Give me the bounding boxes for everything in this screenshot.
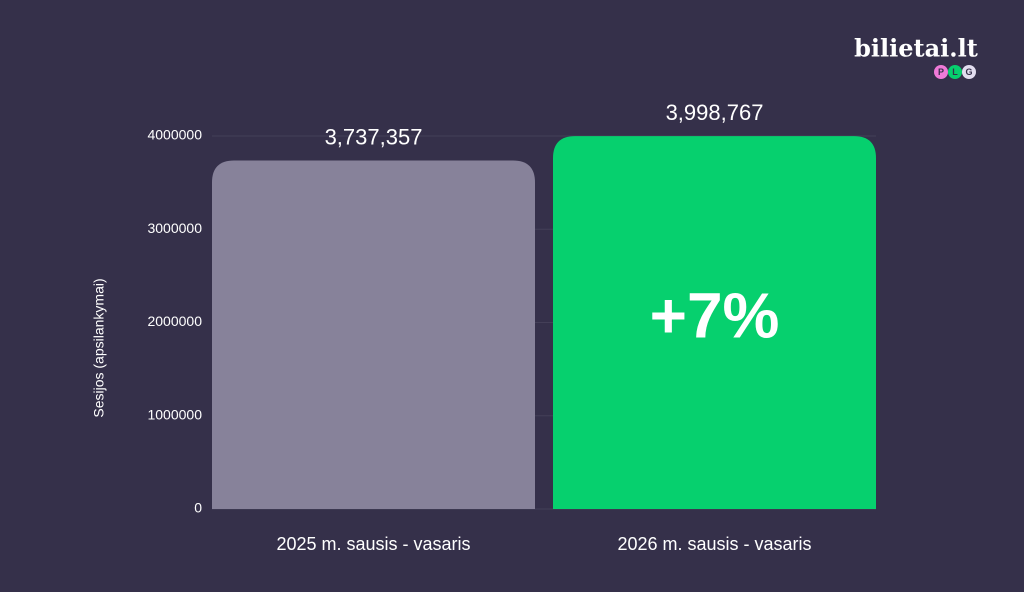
y-tick-label: 4000000	[147, 127, 202, 143]
brand-badge-letter: G	[965, 67, 972, 77]
brand-name: bilietai.lt	[854, 34, 978, 63]
brand-badge	[948, 65, 962, 79]
annotation: +7%	[650, 279, 780, 351]
y-tick-label: 3000000	[147, 220, 202, 236]
y-tick-label: 2000000	[147, 313, 202, 329]
bar	[212, 160, 535, 509]
y-tick-label: 0	[194, 500, 202, 516]
bar	[553, 136, 876, 509]
value-label: 3,998,767	[666, 100, 764, 125]
x-tick-label: 2025 m. sausis - vasaris	[276, 534, 470, 554]
brand-badge-letter: L	[952, 67, 958, 77]
y-axis-label: Sesijos (apsilankymai)	[91, 278, 107, 417]
y-tick-label: 1000000	[147, 406, 202, 422]
x-tick-label: 2026 m. sausis - vasaris	[617, 534, 811, 554]
brand-badge-letter: P	[938, 67, 944, 77]
value-label: 3,737,357	[325, 124, 423, 149]
brand-badge	[962, 65, 976, 79]
brand-badge	[934, 65, 948, 79]
